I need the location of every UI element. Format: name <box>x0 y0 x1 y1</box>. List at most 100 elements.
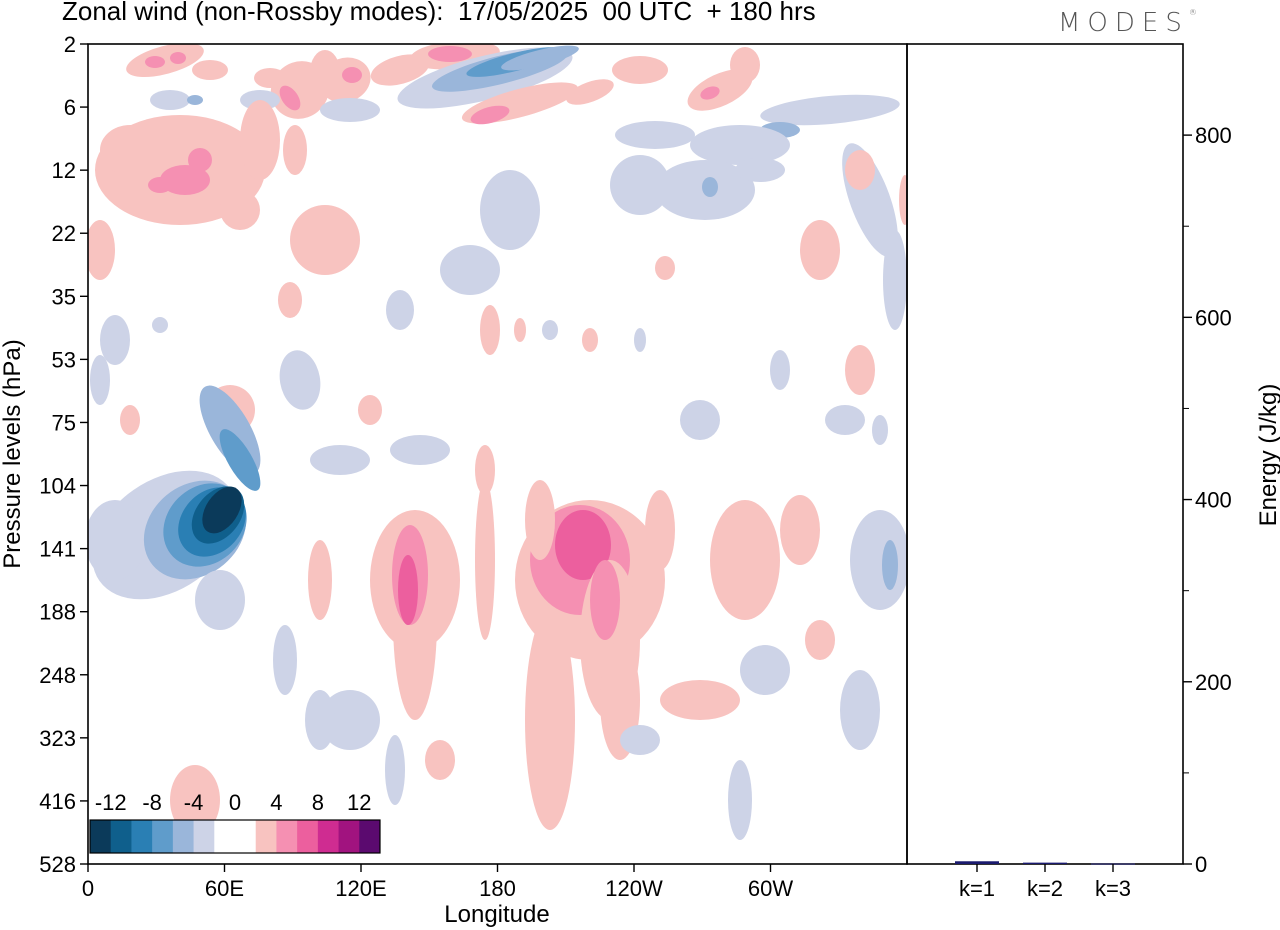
contour-region <box>308 540 332 620</box>
contour-region <box>850 510 907 610</box>
energy-tick-label: 800 <box>1195 123 1232 148</box>
contour-region <box>680 400 720 440</box>
colorbar-cell <box>193 820 215 853</box>
contour-region <box>278 282 302 318</box>
colorbar-cell <box>152 820 174 853</box>
contour-region <box>872 415 888 445</box>
y-tick-label: 75 <box>52 410 76 435</box>
energy-axis: 0 200 400 600 800 <box>1183 123 1232 877</box>
energy-tick-label: 0 <box>1195 852 1207 877</box>
contour-region <box>202 486 242 534</box>
modes-logo: MODES® <box>1058 8 1197 38</box>
y-axis: 2 6 12 22 35 53 75 104 141 188 248 323 416 528 <box>39 32 88 877</box>
energy-axis-label: Energy (J/kg) <box>1255 384 1280 527</box>
y-tick-label: 6 <box>64 95 76 120</box>
contour-region <box>120 405 140 435</box>
contour-region <box>710 685 730 715</box>
colorbar-cell <box>90 820 112 853</box>
energy-panel-frame <box>906 43 1184 865</box>
contour-region <box>542 320 558 340</box>
contour-region <box>279 85 301 111</box>
contour-region <box>590 560 620 640</box>
contour-region <box>882 540 898 590</box>
x-tick-label: 120E <box>335 876 386 901</box>
contour-region <box>501 45 579 71</box>
contour-region <box>470 105 510 125</box>
colorbar-label: 0 <box>229 790 241 815</box>
colorbar-cell <box>338 820 360 853</box>
y-tick-label: 22 <box>52 221 76 246</box>
contour-region <box>760 94 900 126</box>
x-tick-label: 0 <box>82 876 94 901</box>
x-tick-label: 180 <box>479 876 516 901</box>
contour-region <box>566 79 614 105</box>
chart-title: Zonal wind (non-Rossby modes): 17/05/202… <box>62 0 816 26</box>
x-tick-label: 120W <box>605 876 663 901</box>
energy-bars: k=1 k=2 k=3 <box>955 861 1135 901</box>
contour-region <box>740 645 790 695</box>
colorbar-label: -8 <box>142 790 162 815</box>
contour-region <box>195 570 245 630</box>
contour-region <box>475 445 495 495</box>
colorbar-cell <box>297 820 319 853</box>
contour-region <box>702 177 718 197</box>
contour-region <box>273 625 297 695</box>
energy-tick-label: 200 <box>1195 670 1232 695</box>
contour-region <box>100 315 130 365</box>
contour-region <box>305 690 335 750</box>
colorbar-cell <box>172 820 195 853</box>
contour-region <box>219 429 261 491</box>
contour-region <box>425 740 455 780</box>
contour-region <box>710 500 780 620</box>
contour-region <box>148 177 172 193</box>
contour-region <box>90 355 110 405</box>
contour-region <box>845 150 875 190</box>
contour-region <box>342 67 362 83</box>
contour-region <box>100 125 160 175</box>
contour-region <box>385 735 405 805</box>
energy-tick-label: 600 <box>1195 305 1232 330</box>
colorbar-label: 8 <box>312 790 324 815</box>
contour-region <box>220 190 260 230</box>
contour-region <box>126 44 204 78</box>
contour-region <box>398 555 418 625</box>
colorbar-cell <box>255 820 277 853</box>
contour-region <box>358 395 382 425</box>
contour-region <box>170 52 186 64</box>
contour-region <box>480 170 540 250</box>
y-tick-label: 323 <box>39 726 76 751</box>
contour-region <box>320 98 380 122</box>
energy-tick-label: 400 <box>1195 488 1232 513</box>
contour-region <box>290 205 360 275</box>
colorbar-frame <box>89 819 381 854</box>
contour-region <box>620 725 660 755</box>
contour-region <box>700 86 720 100</box>
y-tick-label: 416 <box>39 789 76 814</box>
contour-region <box>805 620 835 660</box>
contour-region <box>770 350 790 390</box>
contour-region <box>610 155 670 215</box>
colorbar-cell <box>131 820 153 853</box>
y-tick-label: 104 <box>39 474 76 499</box>
contour-region <box>634 328 646 352</box>
y-tick-label: 528 <box>39 852 76 877</box>
contour-region <box>386 290 414 330</box>
colorbar: -12 -8 -4 0 4 8 12 <box>89 790 381 854</box>
contour-region <box>475 480 495 640</box>
energy-x-label: k=2 <box>1027 876 1063 901</box>
contour-region <box>279 350 321 410</box>
x-tick-label: 60E <box>205 876 244 901</box>
contour-region <box>88 500 145 580</box>
contour-region <box>555 510 611 580</box>
colorbar-cell <box>276 820 298 853</box>
contour-region <box>780 495 820 565</box>
colorbar-cell <box>214 820 236 853</box>
contour-region <box>390 435 450 465</box>
contour-region <box>800 220 840 280</box>
contour-region <box>283 125 307 175</box>
contour-region <box>480 305 500 355</box>
x-axis-label: Longitude <box>444 901 549 928</box>
contour-region <box>160 165 210 195</box>
energy-bar <box>955 861 999 864</box>
